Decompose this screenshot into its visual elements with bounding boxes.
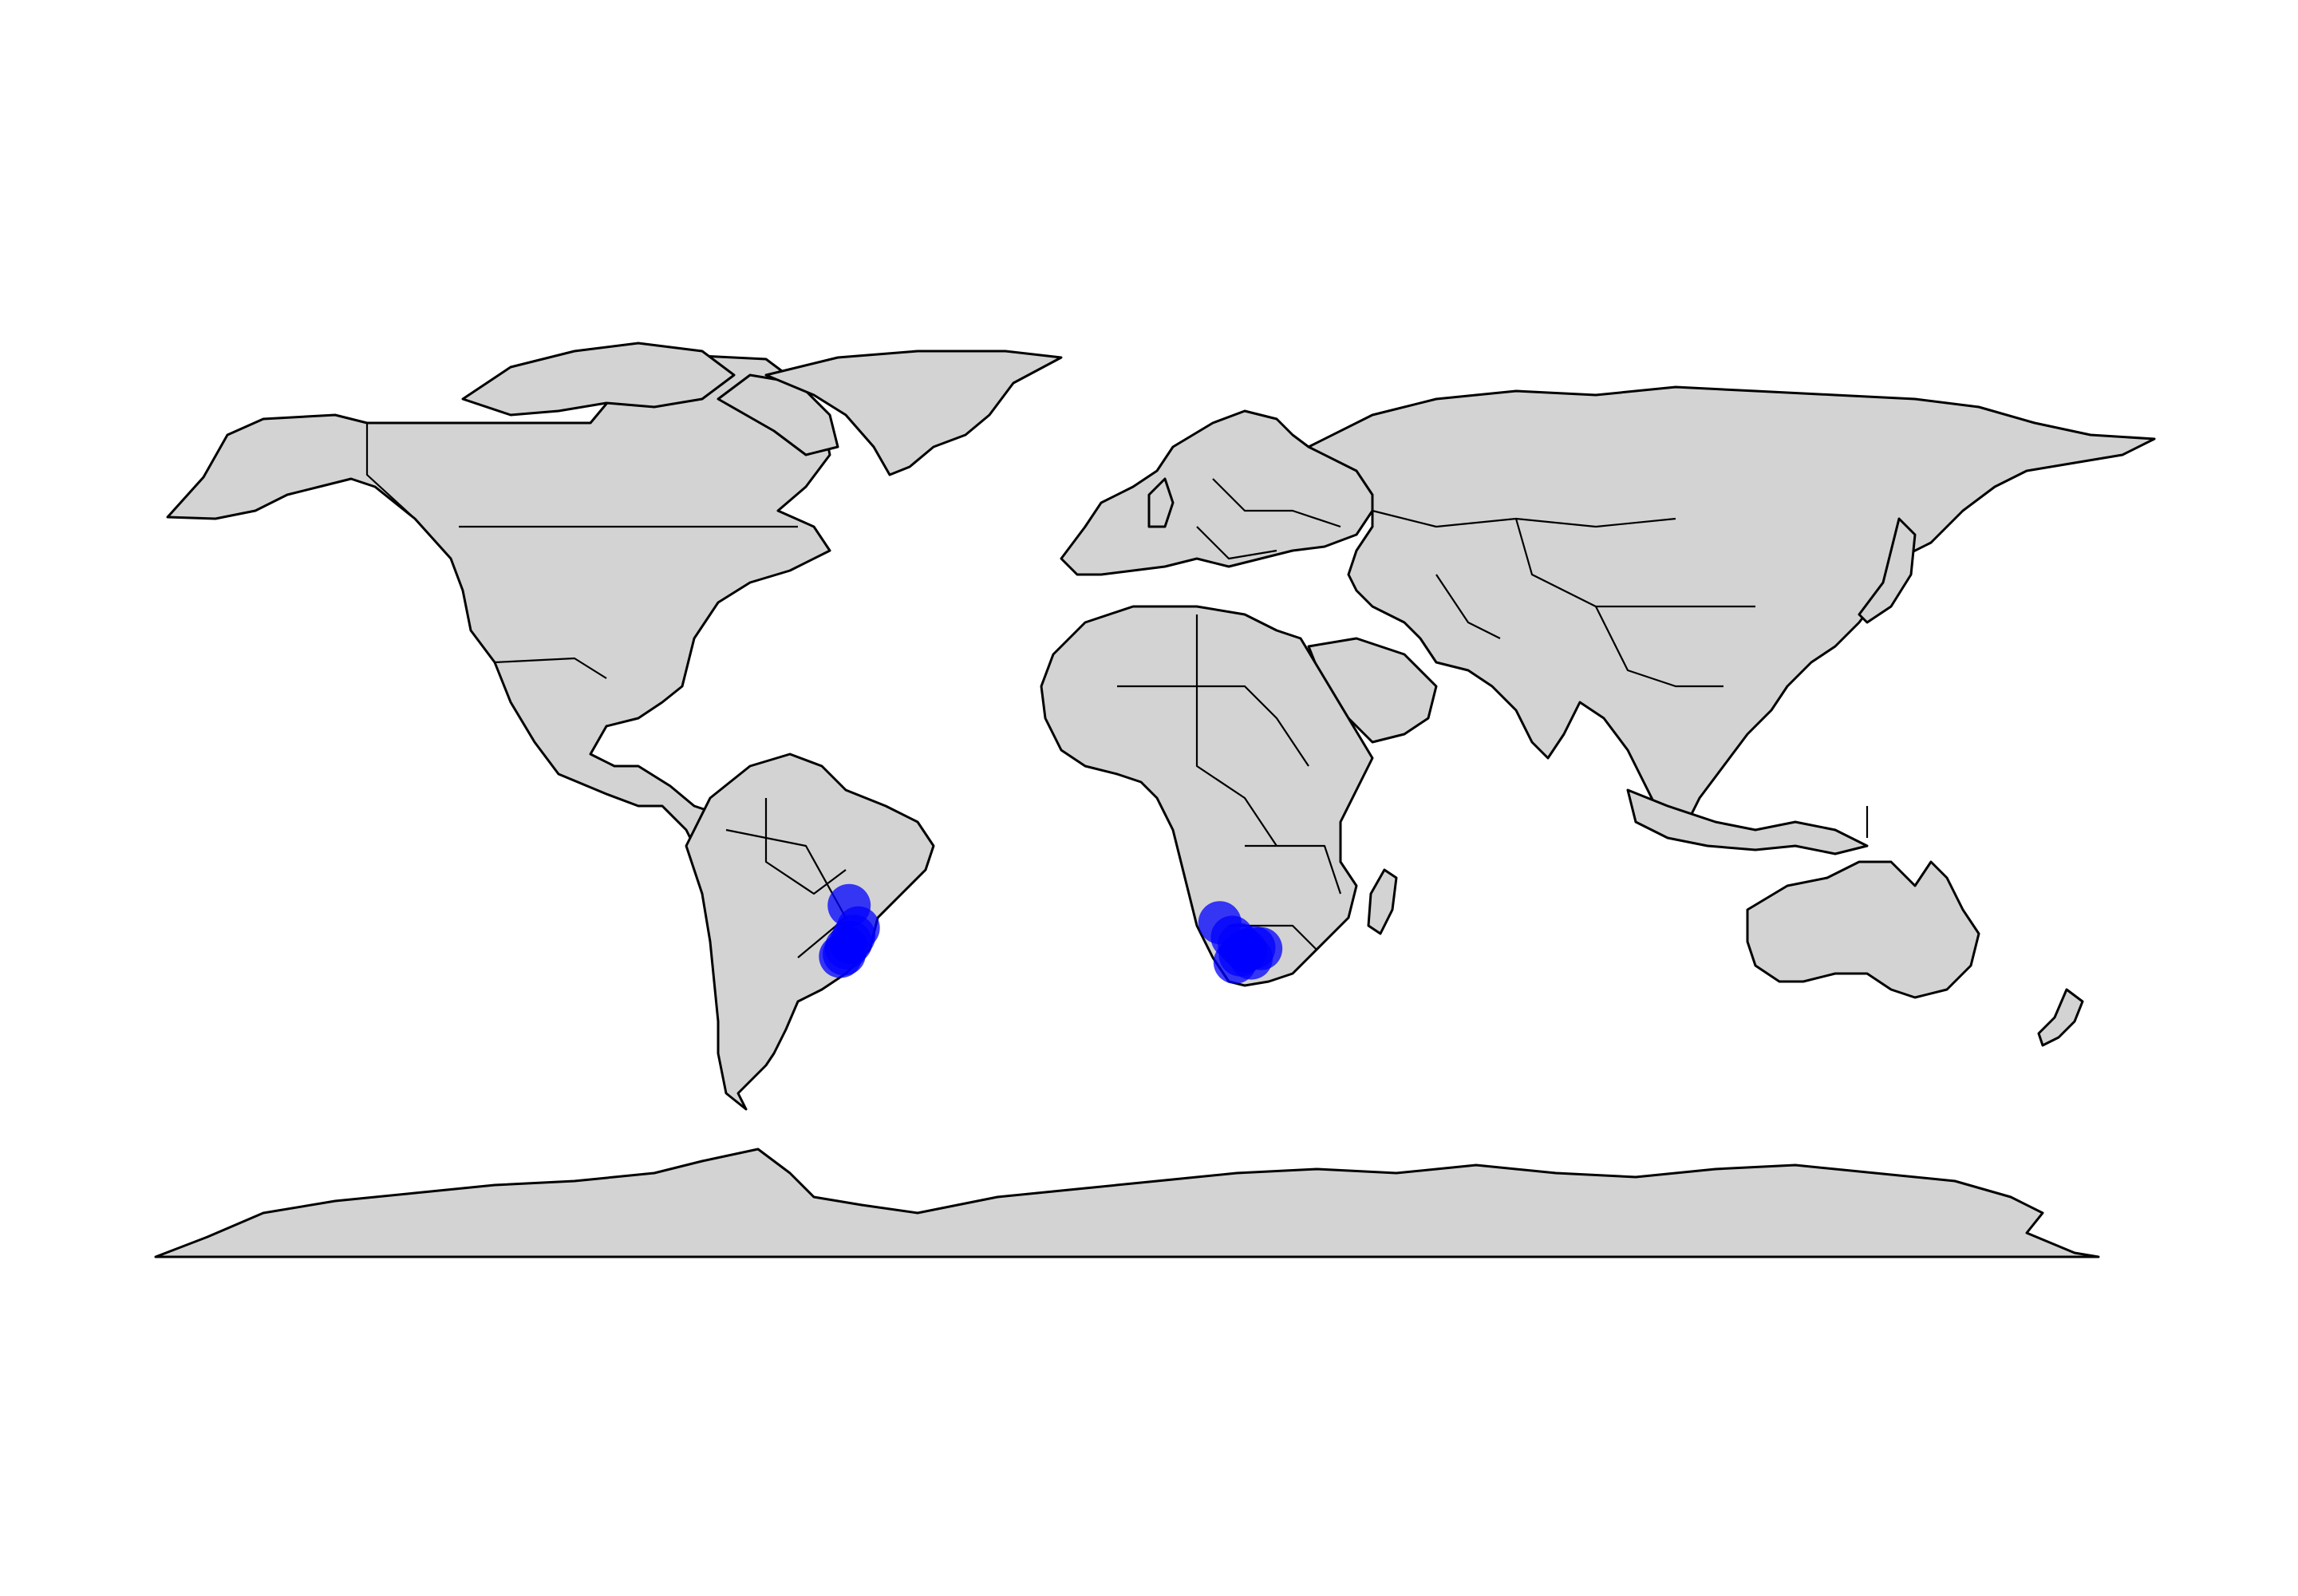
south-america-landmass bbox=[685, 753, 935, 1111]
occurrence-point-south-america-6 bbox=[824, 926, 868, 970]
japan-islands bbox=[1858, 517, 1917, 624]
new-zealand-islands bbox=[2037, 988, 2084, 1047]
baffin-island bbox=[717, 373, 839, 456]
occurrence-markers bbox=[819, 883, 1283, 984]
madagascar-island bbox=[1367, 868, 1398, 935]
country-borders bbox=[365, 423, 1869, 958]
southeast-asia-islands bbox=[1626, 788, 1869, 855]
greenland-landmass bbox=[764, 350, 1063, 476]
antarctica-landmass bbox=[154, 1148, 2100, 1258]
australia-landmass bbox=[1746, 860, 1980, 999]
occurrence-point-africa-15 bbox=[1230, 936, 1273, 980]
europe-landmass bbox=[1060, 409, 1374, 576]
land-layer bbox=[154, 342, 2156, 1258]
arctic-archipelago bbox=[461, 342, 736, 417]
asia-landmass bbox=[1307, 385, 2156, 832]
british-isles bbox=[1147, 477, 1175, 528]
africa-landmass bbox=[1040, 605, 1374, 987]
north-america-landmass bbox=[166, 354, 831, 863]
